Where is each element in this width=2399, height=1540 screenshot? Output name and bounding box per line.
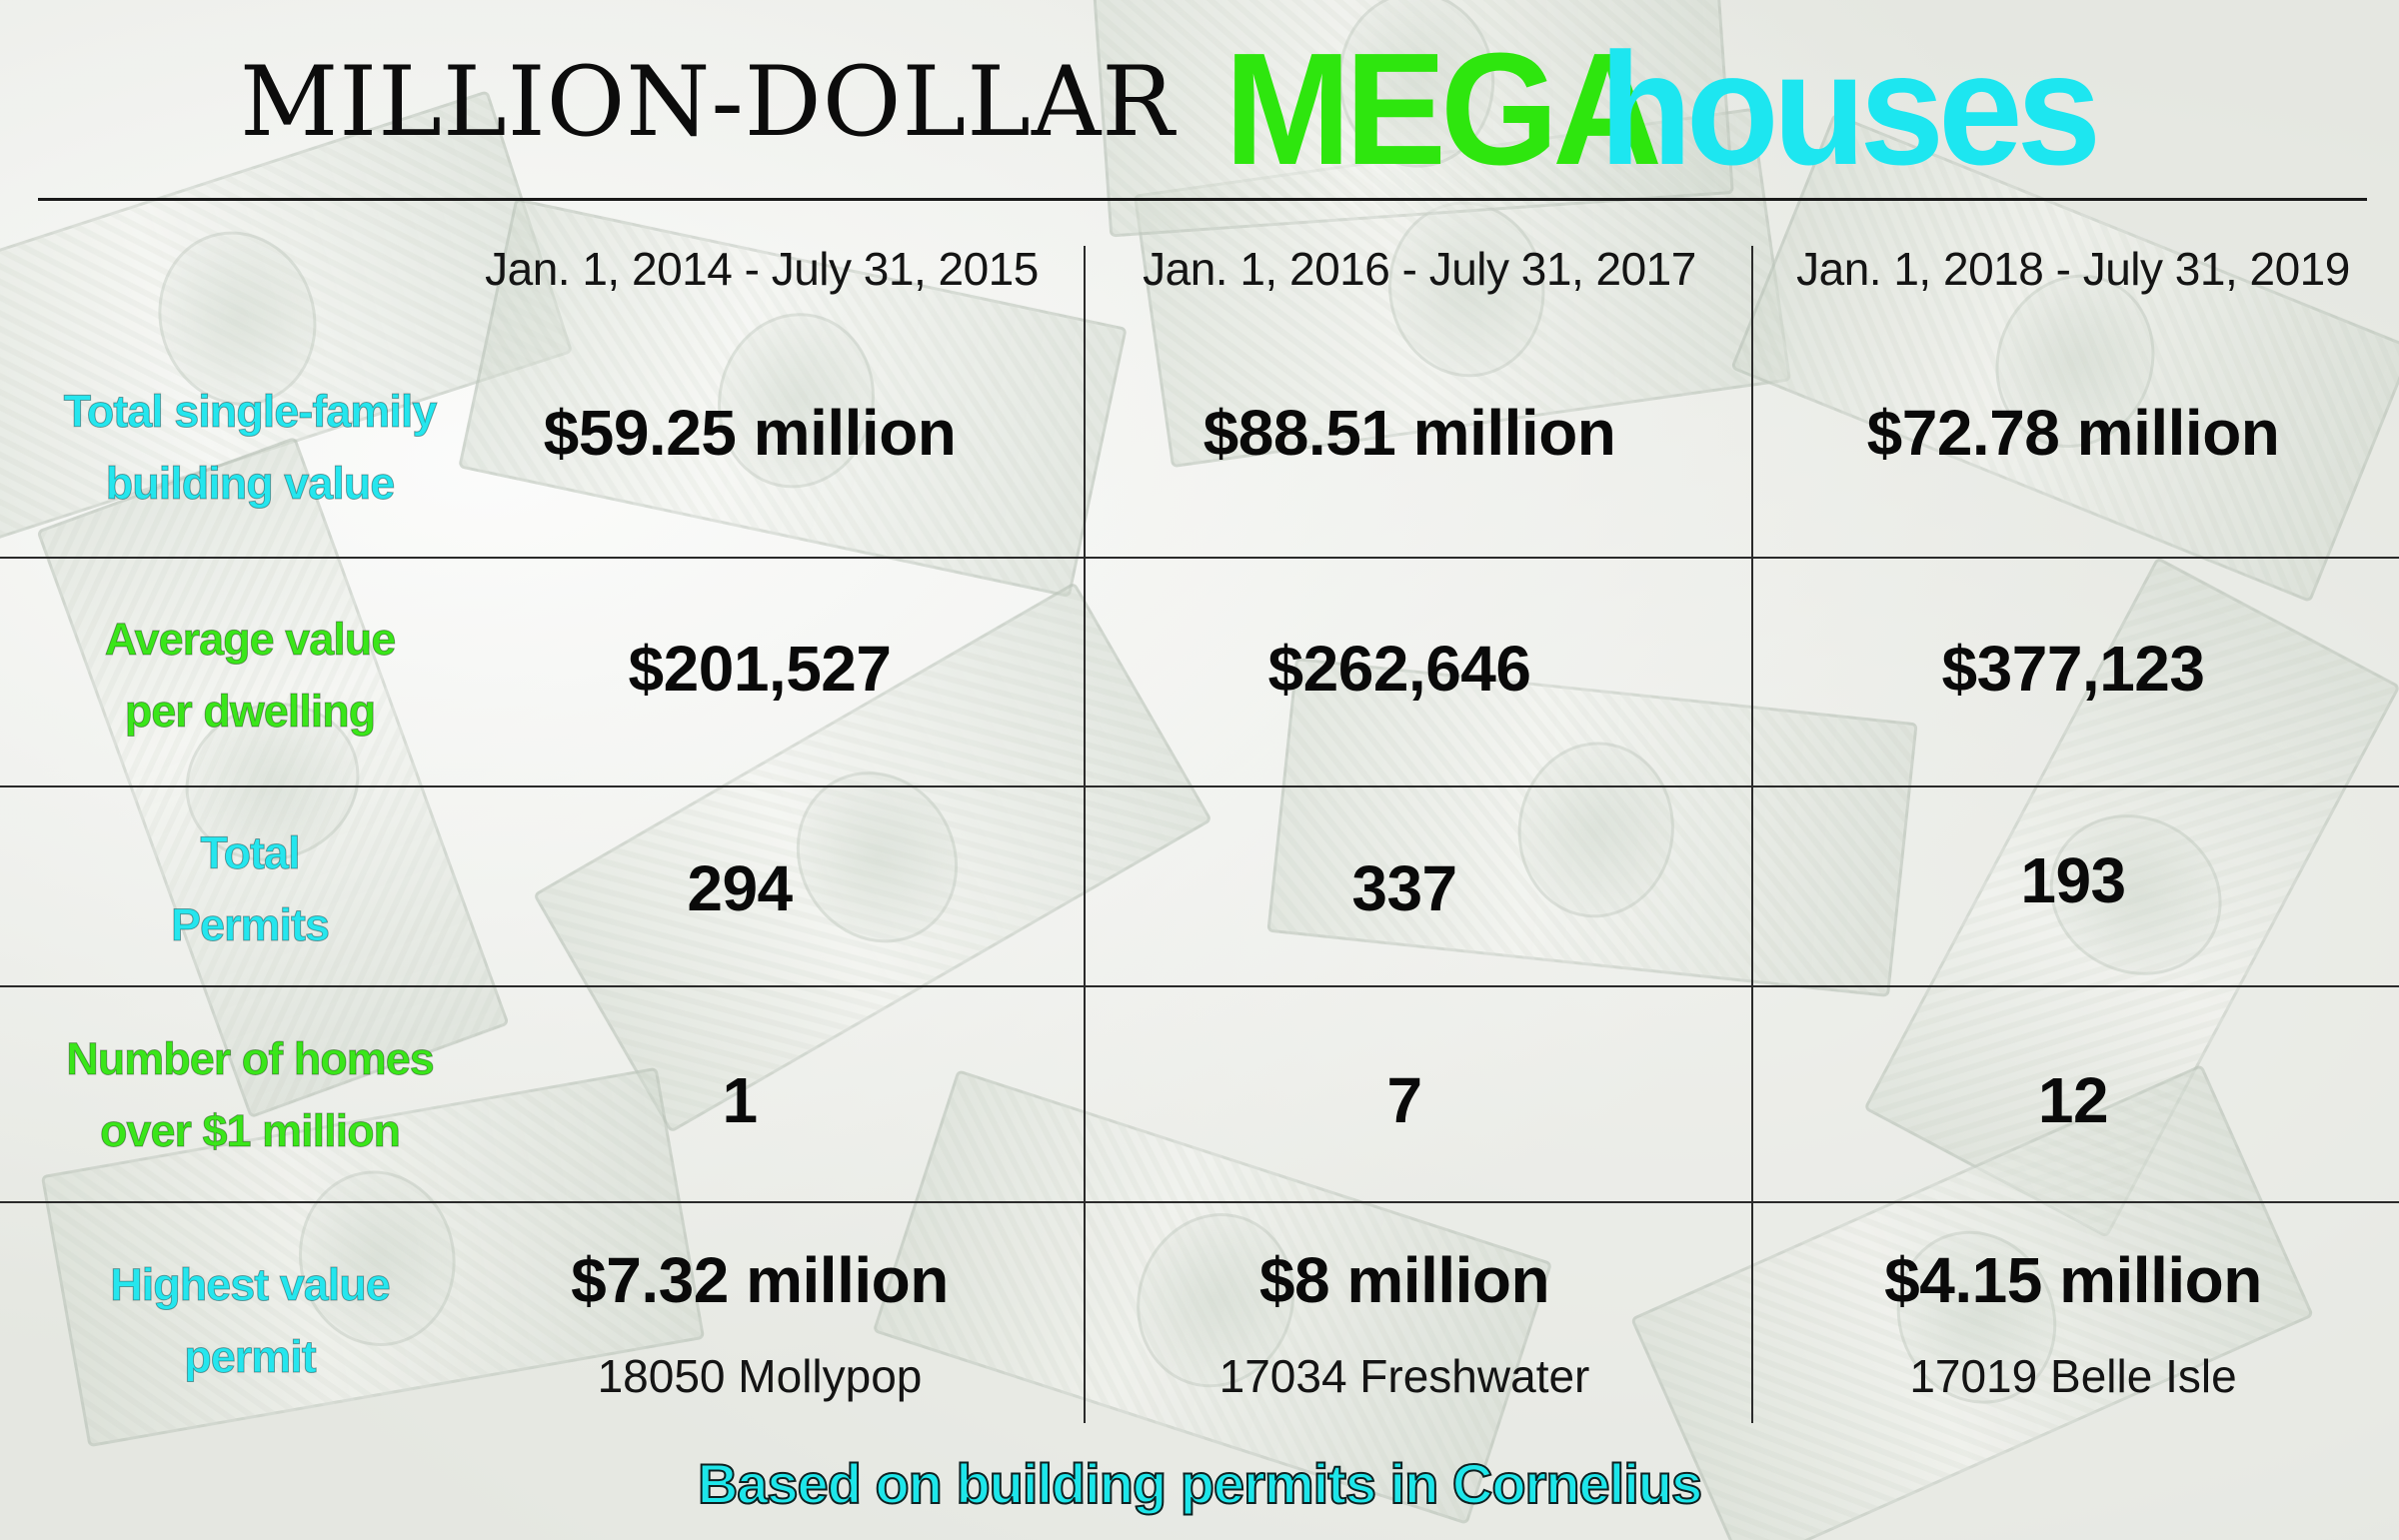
row-label-total-building-value: Total single-family building value bbox=[20, 376, 480, 520]
column-divider bbox=[1084, 246, 1086, 1423]
headline: MILLION-DOLLAR MEGA houses bbox=[0, 18, 2399, 198]
headline-million-dollar: MILLION-DOLLAR bbox=[240, 46, 1176, 158]
headline-houses: houses bbox=[1599, 20, 2101, 199]
value-cell: 193 bbox=[2020, 844, 2126, 916]
row-label-line: Number of homes bbox=[66, 1033, 436, 1085]
value-cell: $7.32 million bbox=[571, 1244, 949, 1316]
value-cell: 337 bbox=[1351, 852, 1457, 924]
value-cell: $4.15 million bbox=[1884, 1244, 2262, 1316]
value-cell: 12 bbox=[2037, 1064, 2109, 1136]
row-label-line: Total single-family bbox=[63, 386, 438, 438]
permit-address: 18050 Mollypop bbox=[597, 1350, 923, 1402]
row-label-line: Permits bbox=[170, 899, 330, 951]
headline-mega: MEGA bbox=[1224, 20, 1662, 199]
banknote-image bbox=[1266, 658, 1918, 997]
row-divider bbox=[0, 785, 2399, 787]
row-label-line: over $1 million bbox=[99, 1105, 401, 1157]
value-cell: $8 million bbox=[1258, 1244, 1550, 1316]
row-divider bbox=[0, 1201, 2399, 1203]
row-label-line: permit bbox=[184, 1331, 318, 1383]
row-label-highest-value-permit: Highest value permit bbox=[20, 1249, 480, 1393]
value-cell: $262,646 bbox=[1267, 633, 1531, 705]
column-header-2014-2015: Jan. 1, 2014 - July 31, 2015 bbox=[485, 243, 1039, 295]
row-label-line: building value bbox=[105, 458, 396, 510]
value-cell: $72.78 million bbox=[1866, 397, 2280, 469]
permit-address: 17019 Belle Isle bbox=[1909, 1350, 2237, 1402]
value-cell: 1 bbox=[722, 1064, 758, 1136]
value-cell: $377,123 bbox=[1941, 633, 2205, 705]
row-label-average-value: Average value per dwelling bbox=[20, 604, 480, 748]
row-label-line: Average value bbox=[104, 614, 397, 666]
row-divider bbox=[0, 985, 2399, 987]
column-header-2018-2019: Jan. 1, 2018 - July 31, 2019 bbox=[1796, 243, 2350, 295]
row-label-line: Highest value bbox=[110, 1259, 392, 1311]
value-cell: $59.25 million bbox=[543, 397, 957, 469]
value-cell: 7 bbox=[1386, 1064, 1422, 1136]
row-label-homes-over-1m: Number of homes over $1 million bbox=[20, 1023, 480, 1167]
row-label-total-permits: Total Permits bbox=[20, 817, 480, 961]
column-header-2016-2017: Jan. 1, 2016 - July 31, 2017 bbox=[1143, 243, 1696, 295]
value-cell: $201,527 bbox=[628, 633, 892, 705]
title-divider bbox=[38, 198, 2367, 201]
row-label-line: Total bbox=[200, 827, 301, 879]
row-label-line: per dwelling bbox=[124, 686, 377, 738]
value-cell: 294 bbox=[687, 852, 793, 924]
column-divider bbox=[1751, 246, 1753, 1423]
row-divider bbox=[0, 557, 2399, 559]
value-cell: $88.51 million bbox=[1202, 397, 1616, 469]
banknote-image bbox=[36, 436, 510, 1119]
permit-address: 17034 Freshwater bbox=[1218, 1350, 1590, 1402]
source-footnote: Based on building permits in Cornelius bbox=[697, 1451, 1703, 1516]
